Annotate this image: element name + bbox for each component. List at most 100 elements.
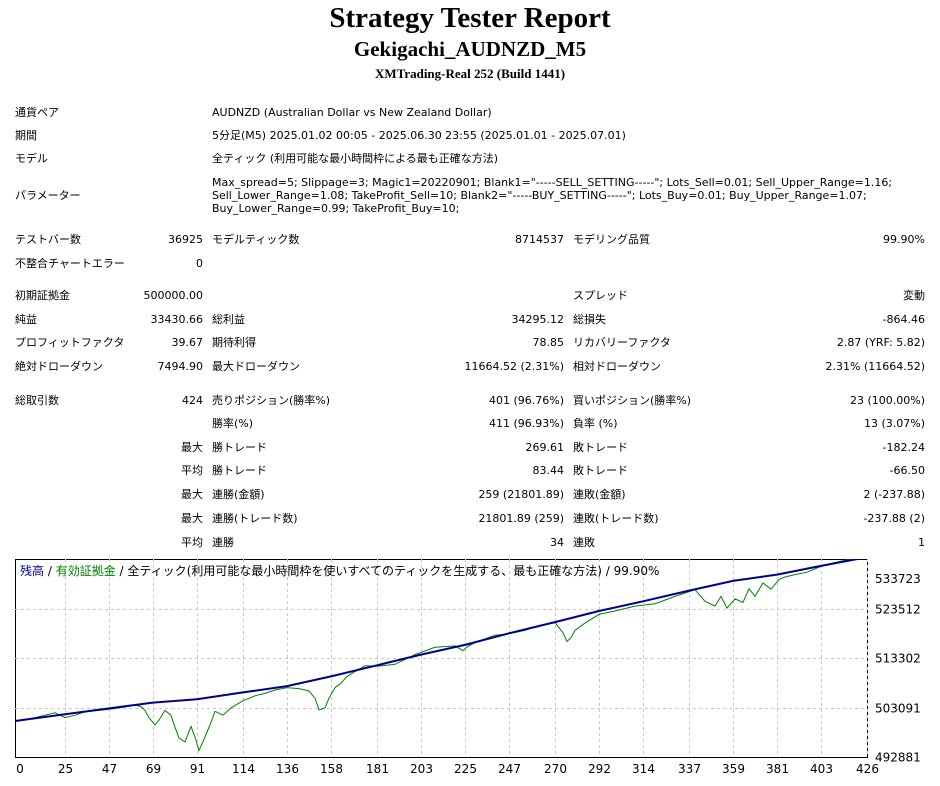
quality-label: モデリング品質 — [573, 233, 650, 246]
model-value: 全ティック (利用可能な最小時間枠による最も正確な方法) — [212, 152, 499, 165]
recovery-factor-value: 2.87 (YRF: 5.82) — [836, 336, 925, 349]
x-tick-label: 292 — [588, 762, 611, 776]
rel-drawdown-value: 2.31% (11664.52) — [825, 360, 925, 373]
abs-drawdown-value: 7494.90 — [157, 360, 204, 373]
bars-value: 36925 — [168, 233, 203, 246]
x-tick-label: 114 — [232, 762, 255, 776]
mismatch-label: 不整合チャートエラー — [15, 257, 125, 270]
x-tick-label: 69 — [146, 762, 161, 776]
legend-equity: 有効証拠金 — [56, 563, 116, 578]
balance-line — [15, 559, 863, 722]
y-tick-label: 503091 — [875, 702, 921, 716]
gross-loss-value: -864.46 — [882, 313, 925, 326]
spread-label: スプレッド — [573, 289, 628, 302]
largest-word: 最大 — [181, 441, 203, 454]
consec-win-money-value: 259 (21801.89) — [478, 488, 564, 501]
avg-win-label: 勝トレード — [212, 464, 267, 477]
avg-consec-loss-label: 連敗 — [573, 536, 595, 549]
x-tick-label: 359 — [722, 762, 745, 776]
params-line-3: Buy_Lower_Range=0.99; TakeProfit_Buy=10; — [212, 202, 460, 215]
largest-win-label: 勝トレード — [212, 441, 267, 454]
avg-consec-win-value: 34 — [550, 536, 564, 549]
expected-payoff-value: 78.85 — [532, 336, 565, 349]
x-tick-label: 337 — [678, 762, 701, 776]
abs-drawdown-label: 絶対ドローダウン — [15, 360, 103, 373]
consec-win-trades-label: 連勝(トレード数) — [212, 512, 298, 525]
bars-label: テストバー数 — [15, 233, 81, 246]
avg-consec-word: 平均 — [181, 536, 203, 549]
x-tick-label: 136 — [276, 762, 299, 776]
rel-drawdown-label: 相対ドローダウン — [573, 360, 661, 373]
expected-payoff-label: 期待利得 — [212, 336, 256, 349]
net-profit-label: 純益 — [15, 313, 37, 326]
recovery-factor-label: リカバリーファクタ — [573, 336, 671, 349]
symbol-label: 通貨ペア — [15, 106, 59, 119]
consec-loss-trades-value: -237.88 (2) — [863, 512, 925, 525]
x-tick-label: 270 — [544, 762, 567, 776]
consec-loss-money-label: 連敗(金額) — [573, 488, 626, 501]
loss-rate-value: 13 (3.07%) — [863, 417, 925, 430]
mismatch-value: 0 — [196, 257, 203, 270]
win-rate-value: 411 (96.93%) — [488, 417, 564, 430]
y-tick-label: 533723 — [875, 572, 921, 586]
consec-win-money-label: 連勝(金額) — [212, 488, 265, 501]
short-positions-value: 401 (96.76%) — [488, 394, 564, 407]
largest-win-value: 269.61 — [525, 441, 565, 454]
legend-description: / 全ティック(利用可能な最小時間枠を使いすべてのティックを生成する、最も正確な… — [116, 563, 660, 578]
x-tick-label: 158 — [320, 762, 343, 776]
chart-legend: 残高 / 有効証拠金 / 全ティック(利用可能な最小時間枠を使いすべてのティック… — [20, 563, 659, 578]
x-tick-label: 25 — [58, 762, 73, 776]
avg-consec-win-label: 連勝 — [212, 536, 234, 549]
legend-sep: / — [44, 564, 56, 578]
gross-loss-label: 総損失 — [573, 313, 606, 326]
consec-loss-trades-label: 連敗(トレード数) — [573, 512, 659, 525]
server-build: XMTrading-Real 252 (Build 1441) — [374, 66, 566, 81]
consec-loss-money-value: 2 (-237.88) — [863, 488, 925, 501]
average-word: 平均 — [181, 464, 203, 477]
total-trades-label: 総取引数 — [15, 394, 59, 407]
grid — [15, 559, 868, 757]
y-tick-label: 492881 — [875, 751, 921, 765]
x-tick-label: 91 — [190, 762, 205, 776]
params-line-2: Sell_Lower_Range=1.08; TakeProfit_Sell=1… — [212, 189, 867, 202]
avg-consec-loss-value: 1 — [918, 536, 925, 549]
report-title: Strategy Tester Report — [329, 2, 611, 34]
x-tick-label: 381 — [766, 762, 789, 776]
loss-rate-label: 負率 (%) — [573, 417, 618, 430]
total-trades-value: 424 — [182, 394, 203, 407]
x-tick-label: 247 — [498, 762, 521, 776]
profit-factor-label: プロフィットファクタ — [15, 336, 125, 349]
ticks-value: 8714537 — [515, 233, 564, 246]
avg-win-value: 83.44 — [532, 464, 565, 477]
consec-win-trades-value: 21801.89 (259) — [478, 512, 564, 525]
gross-profit-label: 総利益 — [212, 313, 245, 326]
deposit-value: 500000.00 — [143, 289, 204, 302]
y-tick-label: 523512 — [875, 603, 921, 617]
report-subtitle: Gekigachi_AUDNZD_M5 — [353, 37, 587, 61]
y-tick-label: 513302 — [875, 652, 921, 666]
win-rate-label: 勝率(%) — [212, 417, 254, 430]
params-line-1: Max_spread=5; Slippage=3; Magic1=2022090… — [212, 176, 893, 189]
gross-profit-value: 34295.12 — [511, 313, 565, 326]
short-positions-label: 売りポジション(勝率%) — [212, 394, 331, 407]
net-profit-value: 33430.66 — [150, 313, 204, 326]
largest-loss-label: 敗トレード — [573, 441, 628, 454]
max-consec-trades-word: 最大 — [181, 512, 203, 525]
spread-value: 変動 — [903, 289, 925, 302]
y-axis-ticks: 533723 523512 513302 503091 492881 — [875, 572, 921, 765]
profit-factor-value: 39.67 — [171, 336, 204, 349]
x-tick-label: 403 — [810, 762, 833, 776]
max-consec-money-word: 最大 — [181, 488, 203, 501]
x-tick-label: 0 — [16, 762, 24, 776]
x-tick-label: 426 — [856, 762, 879, 776]
x-tick-label: 314 — [632, 762, 655, 776]
x-tick-label: 181 — [366, 762, 389, 776]
x-tick-label: 203 — [410, 762, 433, 776]
x-tick-label: 47 — [102, 762, 117, 776]
avg-loss-value: -66.50 — [889, 464, 925, 477]
legend-balance: 残高 — [20, 563, 44, 578]
period-label: 期間 — [15, 129, 37, 142]
x-tick-label: 225 — [454, 762, 477, 776]
model-label: モデル — [15, 152, 48, 165]
largest-loss-value: -182.24 — [882, 441, 925, 454]
